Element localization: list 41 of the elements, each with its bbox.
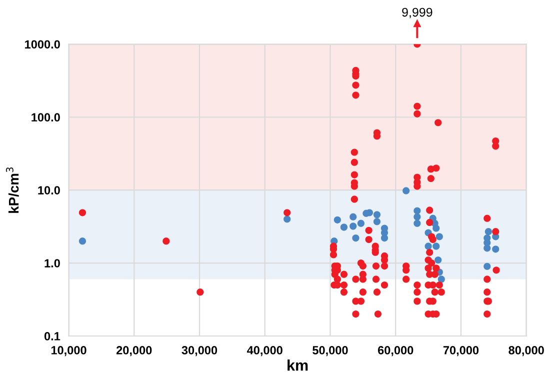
- x-tick-label: 60,000: [378, 346, 414, 356]
- point: [352, 234, 360, 242]
- y-tick-label: 1000.0: [25, 40, 60, 49]
- annotation: 9,999: [402, 8, 432, 18]
- x-tick-label: 20,000: [116, 346, 152, 356]
- point: [434, 256, 442, 264]
- point: [380, 234, 388, 242]
- point: [484, 244, 491, 252]
- point: [284, 216, 291, 223]
- point: [484, 228, 492, 236]
- x-tick-label: 30,000: [182, 346, 218, 356]
- x-tick-label: 80,000: [508, 346, 544, 356]
- point: [373, 211, 381, 218]
- point: [432, 224, 440, 232]
- point: [414, 207, 421, 214]
- point: [350, 222, 357, 230]
- point: [402, 187, 410, 194]
- y-tick-label: 0.1: [44, 332, 60, 340]
- point: [78, 238, 86, 245]
- point: [340, 224, 348, 231]
- point: [414, 213, 421, 220]
- x-tick-label: 40,000: [246, 346, 282, 356]
- y-axis-title: kP/cm$^{3}$: [6, 167, 19, 213]
- point: [432, 242, 440, 250]
- y-tick-label: 100.0: [32, 113, 60, 122]
- y-tick-label: 10.0: [38, 186, 60, 194]
- point: [373, 218, 381, 226]
- x-tick-label: 70,000: [443, 346, 479, 356]
- point: [438, 276, 445, 283]
- point: [424, 242, 432, 250]
- y-tick-label: 1.0: [44, 259, 60, 268]
- point: [484, 262, 491, 270]
- point: [436, 233, 443, 240]
- point: [334, 216, 341, 224]
- x-axis-title: km: [288, 360, 308, 371]
- x-tick-label: 50,000: [312, 346, 348, 356]
- x-tick-label: 10,000: [51, 346, 86, 356]
- point: [350, 213, 357, 220]
- point: [414, 220, 421, 227]
- point: [357, 220, 364, 227]
- point: [492, 246, 500, 253]
